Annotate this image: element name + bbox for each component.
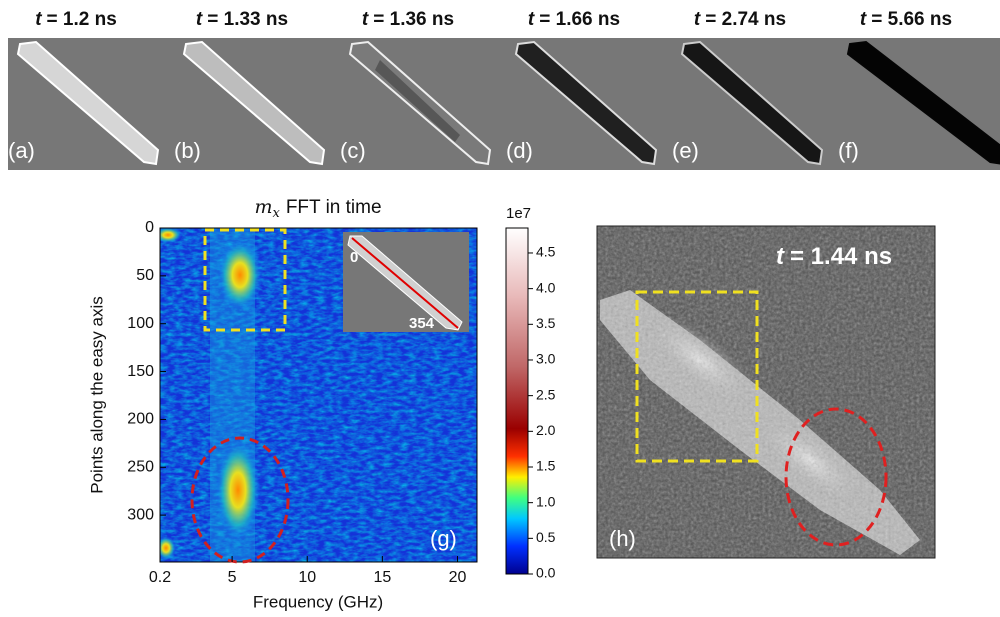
colorbar-tick-label: 0.0: [536, 565, 556, 581]
magnetic-element: [182, 40, 326, 166]
panel: t = 1.36 ns (c): [340, 9, 492, 166]
panel: t = 5.66 ns (f): [838, 9, 1000, 165]
hot-spot: [218, 240, 262, 310]
axes-frame: [159, 227, 478, 563]
time-value: = 5.66 ns: [871, 9, 952, 30]
magnetic-element: [514, 40, 658, 166]
colorbar-tick-label: 2.5: [536, 386, 556, 402]
red-ellipse: [784, 407, 888, 547]
colorbar-tick-label: 1.0: [536, 493, 556, 509]
title-subscript: x: [272, 206, 280, 221]
time-symbol: t: [528, 9, 535, 30]
time-symbol: t: [776, 243, 785, 270]
panel: t = 2.74 ns (e): [672, 9, 824, 166]
colorbar: [505, 227, 529, 575]
time-symbol: t: [196, 9, 203, 30]
colorbar-tick-label: 2.0: [536, 422, 556, 438]
y-tick-label: 300: [127, 506, 154, 523]
dark-core: [375, 60, 460, 142]
hot-spot: [216, 440, 260, 540]
time-value: = 1.36 ns: [373, 9, 454, 30]
top-row-background: [8, 38, 1000, 170]
time-symbol: t: [362, 9, 369, 30]
x-tick-label: 0.2: [149, 569, 171, 586]
panel-time: t = 1.33 ns: [196, 9, 288, 30]
axes-ticks: 0.2 5 10 15 200501001502002503000.00.51.01.5…: [127, 219, 555, 586]
h-time: t = 1.44 ns: [776, 243, 892, 270]
time-value: = 1.44 ns: [790, 243, 892, 270]
y-axis-label: Points along the easy axis: [87, 296, 106, 494]
hot-spot: [160, 228, 182, 243]
title-text: FFT in time: [286, 197, 382, 218]
y-tick-label: 150: [127, 363, 154, 380]
colorbar-tick-label: 1.5: [536, 458, 556, 474]
y-tick-label: 200: [127, 411, 154, 428]
panel: t = 1.66 ns (d): [506, 9, 658, 166]
colorbar-tick-label: 3.5: [536, 315, 556, 331]
red-ellipse: [190, 436, 290, 564]
title-symbol: m: [254, 196, 272, 218]
colorbar-tick-label: 4.0: [536, 279, 556, 295]
x-tick-label: 10: [298, 569, 316, 586]
panel-time: t = 2.74 ns: [694, 9, 786, 30]
colorbar-tick-label: 0.5: [536, 529, 556, 545]
time-value: = 2.74 ns: [705, 9, 786, 30]
inset-line: [351, 237, 459, 329]
panel-label: (h): [609, 526, 636, 551]
time-value: = 1.66 ns: [539, 9, 620, 30]
panel: t = 1.33 ns (b): [174, 9, 326, 166]
time-symbol: t: [35, 9, 42, 30]
x-tick-label: 5: [228, 569, 237, 586]
time-value: = 1.2 ns: [47, 9, 117, 30]
panel-time: t = 5.66 ns: [860, 9, 952, 30]
panel-label: (g): [430, 526, 457, 551]
panel-time: t = 1.66 ns: [528, 9, 620, 30]
image-frame: [596, 225, 936, 559]
time-symbol: t: [694, 9, 701, 30]
panel-label: (f): [838, 138, 859, 163]
magnetic-element: [680, 40, 824, 166]
x-axis-label: Frequency (GHz): [253, 592, 383, 611]
colorbar-exponent: 1e7: [506, 205, 531, 222]
x-tick-label: 15: [373, 569, 391, 586]
panel-label: (c): [340, 138, 366, 163]
panel: t = 1.2 ns (a): [8, 9, 160, 166]
panel-label: (e): [672, 138, 699, 163]
time-value: = 1.33 ns: [207, 9, 288, 30]
panel-label: (d): [506, 138, 533, 163]
magnetic-element: [846, 40, 1000, 165]
image-h: [597, 226, 935, 558]
panel-time: t = 1.36 ns: [362, 9, 454, 30]
y-tick-label: 100: [127, 315, 154, 332]
y-tick-label: 0: [145, 219, 154, 236]
image-noise: [597, 226, 935, 558]
hot-spot: [160, 536, 176, 560]
colorbar-tick-label: 3.0: [536, 351, 556, 367]
y-tick-label: 250: [127, 458, 154, 475]
x-tick-label: 20: [449, 569, 467, 586]
inset-end: 354: [409, 315, 435, 332]
colorbar-tick-label: 4.5: [536, 244, 556, 260]
top-row: t = 1.2 ns(a)t = 1.33 ns(b)t = 1.36 ns(c)t =…: [8, 9, 1000, 166]
panel-time: t = 1.2 ns: [35, 9, 117, 30]
panel-label: (a): [8, 138, 35, 163]
inset-start: 0: [350, 249, 358, 266]
g-title: mx FFT in time: [254, 196, 381, 221]
magnetic-element: [16, 40, 160, 166]
y-tick-label: 50: [136, 267, 154, 284]
panel-label: (b): [174, 138, 201, 163]
time-symbol: t: [860, 9, 867, 30]
